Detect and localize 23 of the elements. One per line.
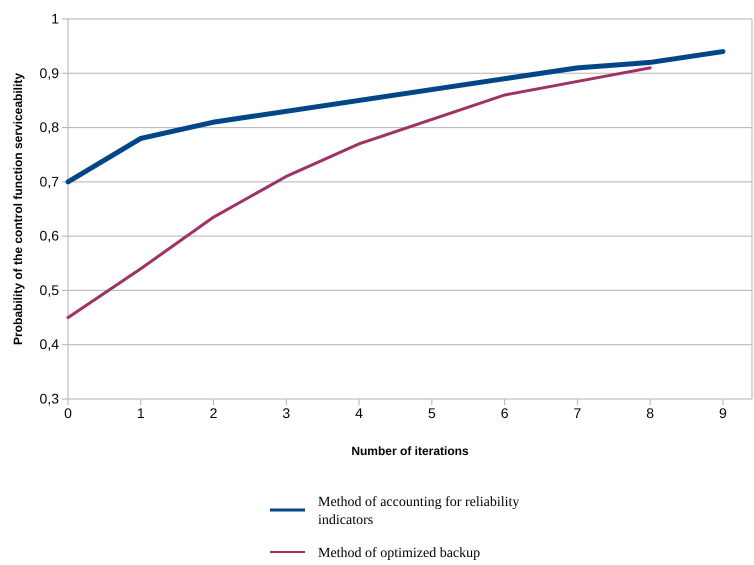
line-series bbox=[66, 66, 652, 320]
y-tick-label: 0,6 bbox=[40, 228, 60, 244]
y-tick-label: 0,5 bbox=[40, 282, 60, 298]
x-tick-label: 7 bbox=[573, 404, 582, 421]
x-tick-label: 6 bbox=[500, 404, 509, 421]
legend-label: Method of optimized backup bbox=[318, 546, 480, 561]
x-tick-label: 9 bbox=[718, 404, 727, 421]
y-tick-label: 0,7 bbox=[40, 173, 60, 190]
x-axis-title: Number of iterations bbox=[351, 444, 469, 458]
y-axis-title: Probability of the control function serviceability bbox=[11, 72, 25, 346]
y-tick-label: 1 bbox=[51, 10, 60, 26]
x-tick-label: 5 bbox=[428, 404, 436, 421]
legend-label: Method of accounting for reliability indicators bbox=[318, 495, 520, 528]
y-tick-label: 0,9 bbox=[40, 64, 60, 81]
y-tick-label: 0,8 bbox=[40, 119, 60, 136]
y-tick-label: 0,3 bbox=[40, 390, 60, 406]
x-tick-label: 4 bbox=[355, 404, 364, 421]
x-tick-label: 0 bbox=[64, 404, 72, 421]
y-tick-label: 0,4 bbox=[40, 336, 60, 352]
x-tick-label: 3 bbox=[282, 404, 290, 421]
x-tick-label: 8 bbox=[646, 404, 654, 421]
x-tick-label: 2 bbox=[210, 404, 218, 421]
x-tick-label: 1 bbox=[136, 404, 145, 421]
